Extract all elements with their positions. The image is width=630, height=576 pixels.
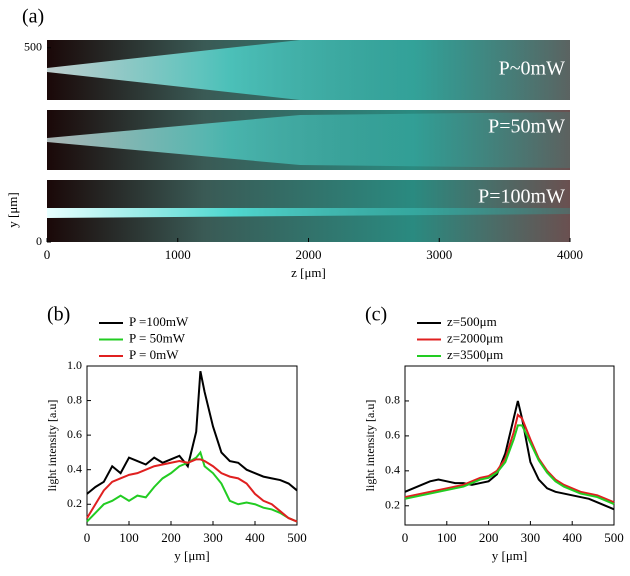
y-axis-label: light intensity [a.u] bbox=[363, 400, 377, 492]
x-tick-label: 0 bbox=[44, 247, 51, 262]
legend-label: P =100mW bbox=[129, 314, 189, 329]
x-tick-label: 4000 bbox=[557, 247, 583, 262]
strip-label: P~0mW bbox=[499, 58, 566, 80]
legend-label: P = 50mW bbox=[129, 330, 186, 345]
strip-label: P=50mW bbox=[488, 116, 565, 138]
y-tick-label: 1.0 bbox=[67, 358, 82, 372]
legend-label: z=2000μm bbox=[447, 330, 503, 345]
y-tick-label: 0.6 bbox=[385, 428, 400, 442]
x-tick-label: 400 bbox=[245, 530, 265, 545]
plot-frame bbox=[404, 365, 615, 526]
x-tick-label: 100 bbox=[437, 530, 457, 545]
x-tick-label: 100 bbox=[119, 530, 139, 545]
data-line bbox=[404, 424, 615, 505]
legend-label: z=500μm bbox=[447, 314, 497, 329]
data-line bbox=[86, 458, 298, 523]
x-tick-label: 300 bbox=[203, 530, 223, 545]
y-tick-label: 0.8 bbox=[67, 392, 82, 406]
panel-label: (a) bbox=[22, 6, 44, 28]
y-tick-label: 500 bbox=[24, 40, 42, 54]
data-line bbox=[86, 370, 298, 495]
panel-label: (c) bbox=[365, 304, 387, 326]
x-axis-label: y [μm] bbox=[492, 548, 528, 563]
beam bbox=[47, 40, 570, 100]
y-tick-label: 0.6 bbox=[67, 427, 82, 441]
data-line bbox=[404, 413, 615, 504]
y-tick-label: 0.2 bbox=[385, 498, 400, 512]
y-tick-label: 0.2 bbox=[67, 496, 82, 510]
x-tick-label: 0 bbox=[402, 530, 409, 545]
x-tick-label: 500 bbox=[287, 530, 307, 545]
x-tick-label: 3000 bbox=[426, 247, 452, 262]
x-tick-label: 2000 bbox=[296, 247, 322, 262]
x-tick-label: 200 bbox=[161, 530, 181, 545]
image-strips bbox=[47, 40, 570, 242]
beam bbox=[47, 208, 570, 218]
data-line bbox=[86, 450, 298, 523]
x-axis-label: y [μm] bbox=[174, 548, 210, 563]
y-tick-label: 0 bbox=[36, 234, 42, 248]
y-tick-label: 0.4 bbox=[385, 463, 400, 477]
y-tick-label: 0.8 bbox=[385, 393, 400, 407]
data-line bbox=[404, 400, 615, 511]
x-tick-label: 0 bbox=[84, 530, 91, 545]
legend-label: z=3500μm bbox=[447, 347, 503, 362]
plot-frame bbox=[86, 365, 298, 526]
strip-label: P=100mW bbox=[478, 186, 565, 208]
beam bbox=[47, 112, 570, 168]
y-axis-label: y [μm] bbox=[5, 192, 20, 228]
panel-label: (b) bbox=[47, 304, 70, 326]
x-tick-label: 500 bbox=[604, 530, 624, 545]
x-axis-label: z [μm] bbox=[291, 265, 326, 280]
x-tick-label: 400 bbox=[562, 530, 582, 545]
x-tick-label: 300 bbox=[521, 530, 541, 545]
legend-label: P = 0mW bbox=[129, 347, 179, 362]
y-tick-label: 0.4 bbox=[67, 461, 82, 475]
x-tick-label: 200 bbox=[479, 530, 499, 545]
y-axis-label: light intensity [a.u] bbox=[45, 400, 59, 492]
x-tick-label: 1000 bbox=[165, 247, 191, 262]
